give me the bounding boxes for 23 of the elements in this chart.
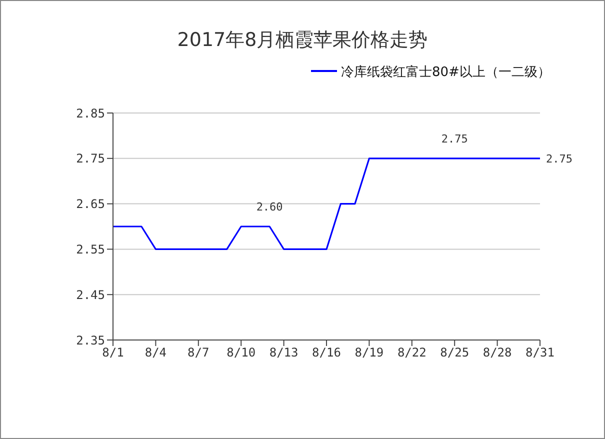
y-tick-label: 2.75 xyxy=(76,152,105,166)
legend-label: 冷库纸袋红富士80#以上（一二级） xyxy=(341,64,552,81)
x-tick-label: 8/22 xyxy=(397,346,426,360)
x-tick-label: 8/10 xyxy=(226,346,256,360)
x-tick-label: 8/13 xyxy=(269,346,298,360)
y-tick-label: 2.55 xyxy=(76,242,105,256)
y-tick-label: 2.85 xyxy=(76,106,105,120)
x-tick-label: 8/4 xyxy=(144,346,167,360)
data-label: 2.60 xyxy=(256,200,283,214)
x-tick-label: 8/31 xyxy=(526,346,554,360)
x-tick-label: 8/19 xyxy=(354,346,384,360)
chart-title: 2017年8月栖霞苹果价格走势 xyxy=(176,28,429,53)
line-series xyxy=(112,158,541,250)
data-label: 2.75 xyxy=(441,132,468,146)
x-tick-label: 8/16 xyxy=(312,346,341,360)
x-tick-label: 8/25 xyxy=(440,346,470,360)
y-tick-label: 2.45 xyxy=(76,288,105,302)
data-label: 2.75 xyxy=(546,152,572,166)
x-tick-label: 8/1 xyxy=(102,346,124,360)
x-tick-label: 8/7 xyxy=(188,346,210,360)
x-tick-label: 8/28 xyxy=(482,346,512,360)
y-tick-label: 2.65 xyxy=(76,197,105,212)
y-tick-label: 2.35 xyxy=(76,333,105,348)
